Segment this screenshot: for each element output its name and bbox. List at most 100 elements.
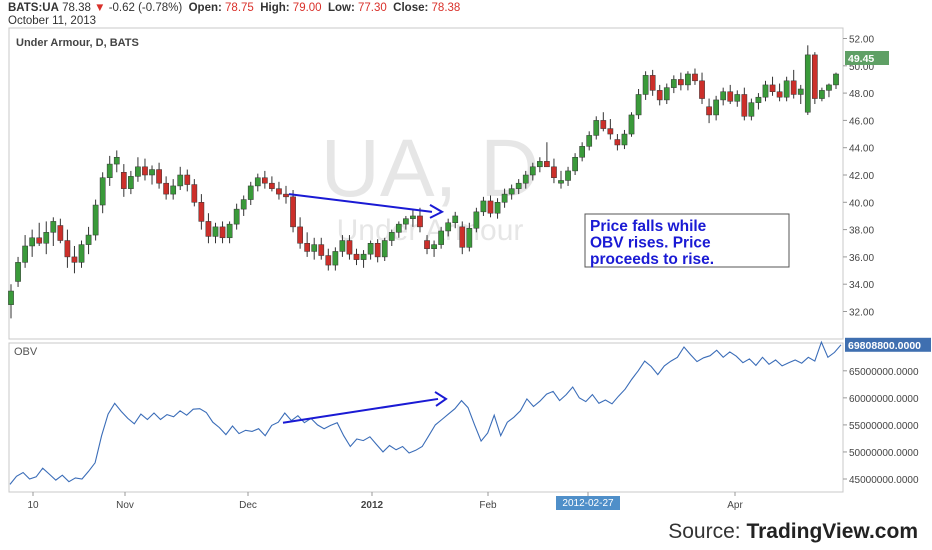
candle-up <box>685 73 691 86</box>
candle-up <box>755 96 762 103</box>
candle-down <box>417 215 423 228</box>
candle-down <box>374 243 381 258</box>
watermark-name: Under Armour <box>337 214 524 247</box>
price-y-tick-label: 42.00 <box>849 171 874 182</box>
candle-down <box>36 237 43 244</box>
candle-down <box>297 226 303 244</box>
candle-up <box>388 232 395 241</box>
candle-down <box>459 226 466 248</box>
candle-down <box>290 196 296 228</box>
candle-down <box>544 161 550 168</box>
close-value: 78.38 <box>431 2 461 14</box>
candle-down <box>346 240 353 255</box>
price-arrow-head <box>429 203 445 219</box>
candle-down <box>57 225 64 241</box>
obv-arrow-shaft <box>282 397 439 424</box>
candle-up <box>480 200 487 213</box>
x-tick-label: 2012 <box>361 500 384 511</box>
candle-up <box>403 218 409 225</box>
candle-up <box>804 54 811 113</box>
candle-up <box>247 185 254 200</box>
candle-up <box>572 157 578 172</box>
candle-up <box>558 180 564 184</box>
candle-up <box>452 215 459 224</box>
candle-up <box>473 211 480 229</box>
candle-up <box>332 251 339 266</box>
candle-down <box>487 200 494 214</box>
candle-up <box>635 94 642 116</box>
candle-up <box>233 208 240 225</box>
candle-down <box>318 244 325 256</box>
candle-down <box>678 79 684 86</box>
candle-up <box>128 176 134 189</box>
candle-up <box>410 215 416 219</box>
candle-down <box>811 54 818 99</box>
candle-down <box>656 90 663 101</box>
candle-down <box>219 226 226 239</box>
candle-up <box>431 244 437 249</box>
candle-up <box>466 227 473 248</box>
x-tick-label: Feb <box>479 500 497 511</box>
candle-up <box>621 133 628 146</box>
candle-up <box>22 245 28 263</box>
symbol-info-line: BATS:UA 78.38 ▼ -0.62 (-0.78%) Open: 78.… <box>8 2 460 14</box>
candle-up <box>579 146 586 158</box>
candle-up <box>593 120 600 136</box>
candle-up <box>713 99 719 116</box>
candle-up <box>748 102 755 117</box>
price-y-tick-label: 52.00 <box>849 35 874 46</box>
candle-down <box>184 174 191 185</box>
candle-up <box>494 202 501 214</box>
price-y-tick-label: 46.00 <box>849 116 874 127</box>
candle-up <box>819 90 825 99</box>
source-prefix: Source: <box>668 520 747 543</box>
candle-up <box>536 161 543 168</box>
candle-down <box>776 91 783 98</box>
candle-down <box>283 193 289 198</box>
price-arrow-shaft <box>288 193 433 213</box>
last-price: 78.38 <box>62 2 91 14</box>
candle-up <box>826 84 832 91</box>
candle-down <box>205 221 212 237</box>
candle-up <box>642 75 649 95</box>
candle-up <box>438 230 444 245</box>
candle-up <box>226 223 233 239</box>
high-label: High: <box>260 2 290 14</box>
candle-down <box>191 184 198 203</box>
candle-down <box>198 202 205 222</box>
price-y-tick-label: 38.00 <box>849 226 874 237</box>
date-label: October 11, 2013 <box>8 15 97 27</box>
candle-up <box>381 240 388 258</box>
obv-y-tick-label: 50000000.0000 <box>849 448 919 459</box>
candlestick-series <box>8 45 839 319</box>
candle-down <box>607 128 614 135</box>
crosshair-date-flag <box>556 496 620 510</box>
candle-up <box>663 87 670 101</box>
candle-down <box>649 75 656 91</box>
candle-up <box>360 253 367 260</box>
close-label: Close: <box>393 2 429 14</box>
candle-up <box>565 170 571 181</box>
axes: 32.00 34.00 36.00 38.00 40.00 42.00 44.00 46.00… <box>27 35 931 511</box>
candle-up <box>445 222 452 232</box>
grid-and-frame <box>8 27 844 493</box>
low-value: 77.30 <box>358 2 387 14</box>
candle-down <box>769 84 776 92</box>
candle-down <box>790 80 797 95</box>
candle-up <box>501 193 508 203</box>
candle-up <box>797 88 804 95</box>
open-label: Open: <box>188 2 222 14</box>
candle-up <box>43 232 50 244</box>
candle-down <box>156 169 162 184</box>
price-y-tick-label: 40.00 <box>849 198 874 209</box>
annotation-box <box>584 213 790 268</box>
candle-up <box>529 166 536 176</box>
obv-y-tick-label: 60000000.0000 <box>849 394 919 405</box>
price-y-tick-label: 32.00 <box>849 308 874 319</box>
candle-up <box>522 174 529 184</box>
candle-down <box>325 255 332 266</box>
candle-down <box>551 166 557 178</box>
last-obv-flag-label: 69808800.0000 <box>848 340 921 352</box>
candle-up <box>367 243 374 255</box>
